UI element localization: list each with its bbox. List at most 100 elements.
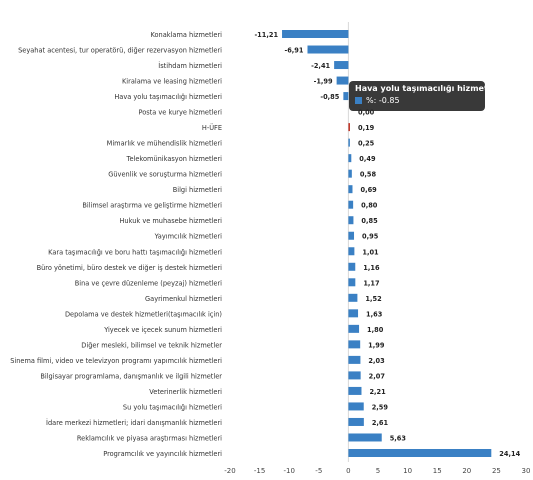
x-tick-label: -15 [254, 467, 265, 475]
bar [336, 76, 349, 85]
bar [343, 92, 349, 101]
value-label: 0,80 [361, 202, 378, 210]
x-tick-label: -20 [224, 467, 235, 475]
x-tick-label: 10 [403, 467, 412, 475]
bar [348, 185, 353, 194]
value-label: 1,01 [362, 248, 379, 256]
value-label: 0,95 [362, 233, 379, 241]
bar [348, 355, 361, 364]
bar [348, 262, 356, 271]
bar [348, 247, 355, 256]
bar [307, 45, 349, 54]
category-label: İstihdam hizmetleri [158, 61, 222, 70]
value-label: 0,49 [359, 155, 376, 163]
value-label: 2,03 [368, 357, 385, 365]
value-label: 2,61 [372, 419, 389, 427]
category-label: Kara taşımacılığı ve boru hattı taşımacı… [48, 248, 222, 256]
bar [348, 278, 356, 287]
value-label: 0,25 [358, 140, 375, 148]
value-label: -2,41 [311, 62, 330, 70]
x-tick-label: -10 [283, 467, 294, 475]
tooltip-title: Hava yolu taşımacılığı hizmetleri [355, 84, 503, 93]
x-tick-label: 0 [346, 467, 350, 475]
bar [348, 200, 354, 209]
category-label: Telekomünikasyon hizmetleri [126, 155, 223, 163]
value-label: -1,99 [314, 78, 333, 86]
value-label: -11,21 [254, 31, 278, 39]
tooltip-swatch [355, 97, 362, 104]
value-label: 0,19 [358, 124, 375, 132]
value-label: -0,85 [320, 93, 339, 101]
bar [334, 61, 349, 70]
category-label: Sinema filmi, video ve televizyon progra… [10, 357, 222, 365]
category-label: Yiyecek ve içecek sunum hizmetleri [103, 326, 222, 334]
x-tick-label: 30 [522, 467, 531, 475]
category-label: Hukuk ve muhasebe hizmetleri [119, 217, 222, 225]
category-label: Konaklama hizmetleri [151, 31, 223, 39]
tooltip-value: %: -0.85 [366, 96, 400, 105]
bar [348, 340, 361, 349]
category-label: Seyahat acentesi, tur operatörü, diğer r… [18, 47, 222, 55]
bar [348, 433, 382, 442]
value-label: 1,17 [363, 279, 380, 287]
category-label: Depolama ve destek hizmetleri(taşımacılı… [65, 310, 222, 318]
value-label: 5,63 [390, 434, 407, 442]
bar [348, 231, 355, 240]
category-label: Mimarlık ve mühendislik hizmetleri [107, 140, 223, 148]
bar [348, 324, 360, 333]
value-label: 1,99 [368, 341, 385, 349]
bar [348, 309, 359, 318]
category-label: Büro yönetimi, büro destek ve diğer iş d… [37, 264, 223, 272]
value-label: 1,16 [363, 264, 380, 272]
x-tick-label: 20 [462, 467, 471, 475]
bar [348, 169, 352, 178]
x-tick-label: 15 [433, 467, 442, 475]
bar [348, 154, 352, 163]
category-label: Bilimsel araştırma ve geliştirme hizmetl… [82, 202, 222, 210]
category-label: İdare merkezi hizmetleri; idari danışman… [46, 418, 222, 427]
category-label: Diğer mesleki, bilimsel ve teknik hizmet… [81, 341, 222, 349]
bar [348, 386, 362, 395]
value-label: 1,52 [365, 295, 382, 303]
value-label: 2,59 [372, 403, 389, 411]
category-label: Bina ve çevre düzenleme (peyzaj) hizmetl… [75, 279, 222, 287]
category-label: Güvenlik ve soruşturma hizmetleri [108, 171, 222, 179]
bar [282, 30, 349, 38]
value-label: 24,14 [499, 450, 520, 458]
bar [348, 449, 492, 457]
category-label: Hava yolu taşımacılığı hizmetleri [114, 93, 222, 101]
value-label: 1,80 [367, 326, 384, 334]
category-label: Su yolu taşımacılığı hizmetleri [123, 403, 222, 411]
category-label: H-ÜFE [202, 123, 222, 132]
category-label: Reklamcılık ve piyasa araştırması hizmet… [77, 434, 222, 442]
bar [348, 371, 361, 380]
category-label: Yayımcılık hizmetleri [154, 233, 222, 241]
category-label: Bilgisayar programlama, danışmanlık ve i… [40, 372, 222, 380]
bar [348, 402, 364, 411]
category-label: Programcılık ve yayıncılık hizmetleri [103, 450, 222, 458]
x-tick-label: 5 [376, 467, 380, 475]
category-label: Gayrimenkul hizmetleri [145, 295, 222, 303]
value-label: -6,91 [284, 47, 303, 55]
bar [348, 417, 364, 426]
value-label: 2,21 [369, 388, 386, 396]
category-label: Posta ve kurye hizmetleri [138, 109, 222, 117]
category-label: Bilgi hizmetleri [173, 186, 222, 194]
bar [348, 216, 354, 225]
category-label: Kiralama ve leasing hizmetleri [122, 78, 222, 86]
bar [348, 293, 358, 302]
x-tick-label: 25 [492, 467, 501, 475]
bar [348, 138, 350, 147]
value-label: 0,85 [361, 217, 378, 225]
tooltip: Hava yolu taşımacılığı hizmetleri %: -0.… [349, 81, 503, 111]
value-label: 2,07 [369, 372, 386, 380]
bar [348, 123, 350, 132]
value-label: 0,00 [358, 109, 375, 117]
category-label: Veterinerlik hizmetleri [149, 388, 222, 396]
x-tick-label: -5 [315, 467, 322, 475]
value-label: 0,58 [360, 171, 377, 179]
value-label: 0,69 [360, 186, 377, 194]
value-label: 1,63 [366, 310, 383, 318]
